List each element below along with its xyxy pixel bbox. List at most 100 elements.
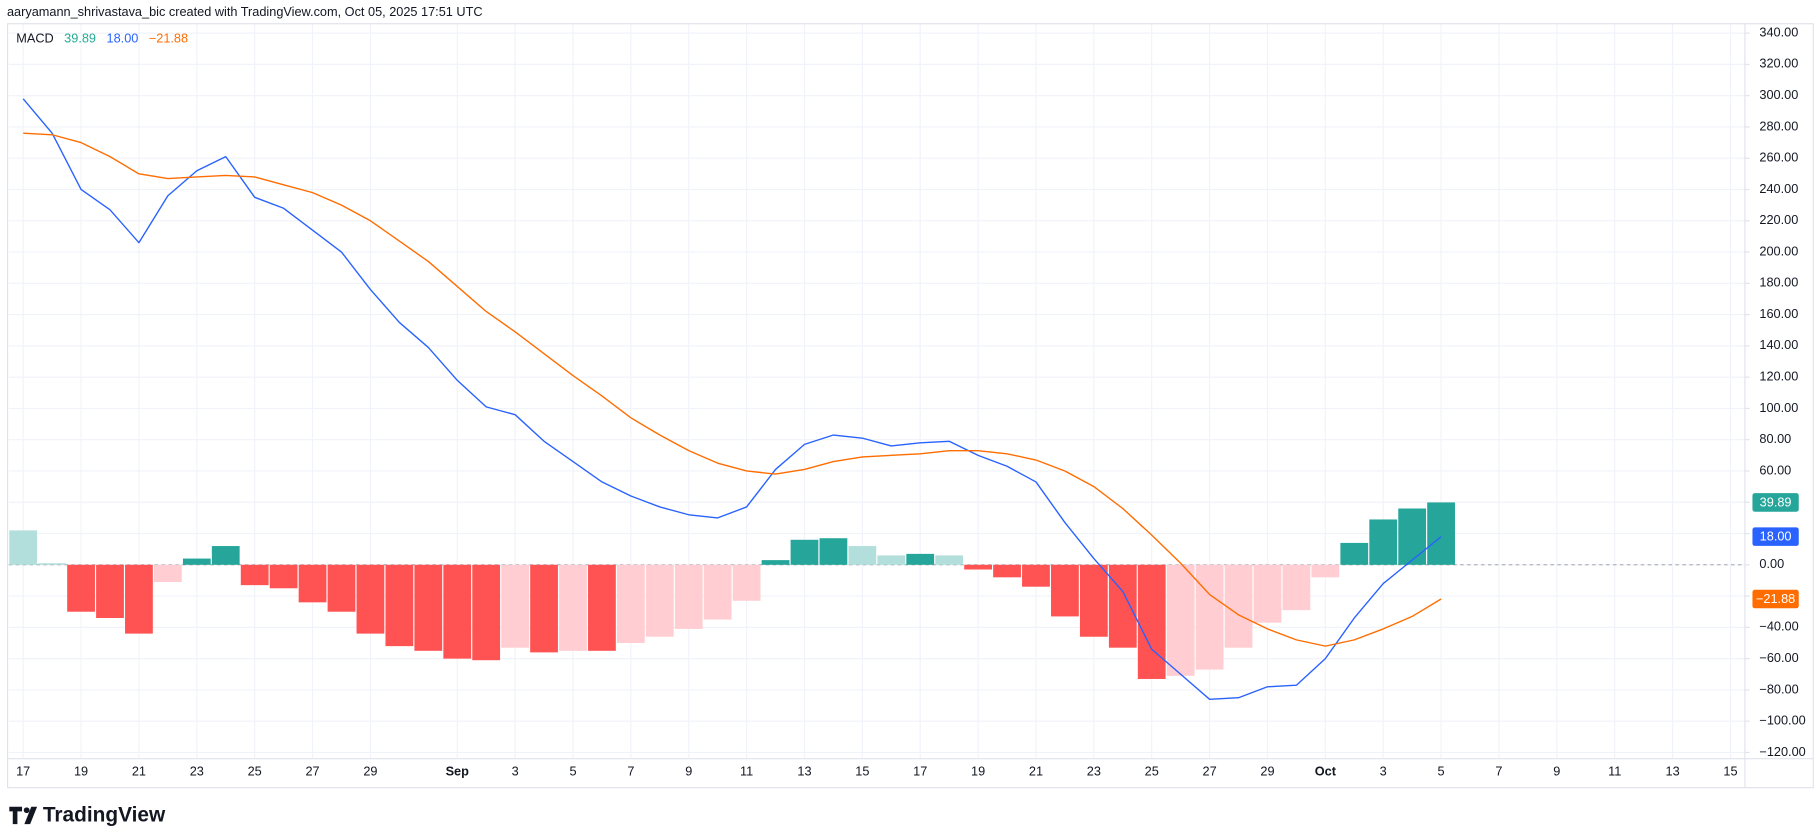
x-tick-label: 13 <box>1666 763 1680 778</box>
legend-value: 18.00 <box>107 31 139 46</box>
x-tick-label: 5 <box>1438 763 1445 778</box>
histogram-bar <box>1311 564 1340 578</box>
logo-icon <box>23 807 30 814</box>
price-label: 39.89 <box>1760 494 1792 509</box>
histogram-bar <box>356 564 385 634</box>
y-tick-label: 320.00 <box>1759 56 1798 71</box>
x-tick-label: 3 <box>512 763 519 778</box>
legend-value: 39.89 <box>64 31 96 46</box>
x-tick-label: 21 <box>1029 763 1043 778</box>
y-tick-label: 340.00 <box>1759 24 1798 39</box>
price-label-box <box>1752 493 1799 512</box>
x-tick-label: 23 <box>1087 763 1101 778</box>
histogram-bar <box>1340 542 1369 565</box>
histogram-bar <box>645 564 674 637</box>
x-tick-label: 25 <box>248 763 262 778</box>
x-tick-label: 23 <box>190 763 204 778</box>
y-tick-label: 260.00 <box>1759 150 1798 165</box>
histogram-bar <box>616 564 645 643</box>
histogram-bar <box>530 564 558 653</box>
histogram-bar <box>9 530 38 565</box>
x-tick-label: 19 <box>971 763 985 778</box>
axes: −120.00−100.00−80.00−60.00−40.00−20.000.… <box>6 23 1814 789</box>
legend-title: MACD <box>16 31 53 46</box>
histogram-bar <box>269 564 298 589</box>
price-label: −21.88 <box>1756 591 1795 606</box>
y-tick-label: 60.00 <box>1759 462 1791 477</box>
x-tick-label: 25 <box>1145 763 1159 778</box>
x-tick-label: 3 <box>1380 763 1387 778</box>
x-tick-label: 19 <box>74 763 88 778</box>
histogram-bar <box>414 564 443 651</box>
y-tick-label: 160.00 <box>1759 306 1798 321</box>
x-tick-label: 9 <box>1553 763 1560 778</box>
y-tick-label: −80.00 <box>1759 681 1798 696</box>
histogram-bar <box>443 564 472 659</box>
y-tick-label: 100.00 <box>1759 400 1798 415</box>
x-tick-label: 11 <box>740 763 753 778</box>
histogram-bar <box>674 564 703 629</box>
histogram-bar <box>1166 564 1195 676</box>
histogram-bar <box>1137 564 1166 679</box>
histogram-bar <box>125 564 153 634</box>
x-tick-label: 7 <box>627 763 634 778</box>
x-tick-label: 17 <box>16 763 30 778</box>
price-label-box <box>1752 589 1799 609</box>
histogram-bar <box>761 560 790 565</box>
histogram-bar <box>703 564 732 620</box>
x-tick-label: 13 <box>797 763 811 778</box>
histogram-bar <box>211 546 240 565</box>
histogram-bar <box>588 564 616 651</box>
histogram-bar <box>472 564 501 661</box>
y-tick-label: −40.00 <box>1759 619 1798 634</box>
x-tick-label: 15 <box>1723 763 1737 778</box>
y-tick-label: 0.00 <box>1759 556 1784 571</box>
x-tick-label: 7 <box>1495 763 1502 778</box>
histogram-bar <box>1282 564 1311 611</box>
price-label: 18.00 <box>1760 529 1792 544</box>
price-label-box <box>1752 527 1799 546</box>
histogram-bar <box>1369 519 1398 565</box>
x-tick-label: 29 <box>1260 763 1274 778</box>
histogram-bar <box>935 555 964 565</box>
logo-text: TradingView <box>43 804 166 827</box>
histogram-bar <box>1051 564 1079 617</box>
x-tick-label: 21 <box>132 763 146 778</box>
histogram-bar <box>1398 508 1427 565</box>
histogram-bar <box>964 564 992 570</box>
x-tick-label: 17 <box>913 763 927 778</box>
histogram-bar <box>96 564 124 618</box>
x-tick-label: 11 <box>1608 763 1621 778</box>
x-tick-label: 27 <box>305 763 319 778</box>
histogram-bar <box>327 564 356 612</box>
histogram-bar <box>790 539 819 565</box>
grid <box>8 23 1745 759</box>
x-tick-label: Sep <box>446 763 470 778</box>
logo-icon <box>24 806 38 825</box>
line <box>23 132 1442 647</box>
line <box>22 98 1442 700</box>
histogram-bar <box>385 564 414 647</box>
y-tick-label: −100.00 <box>1759 713 1805 728</box>
histogram-bar <box>993 564 1021 578</box>
y-tick-label: 280.00 <box>1759 118 1798 133</box>
x-tick-label: 29 <box>363 763 377 778</box>
histogram-bar <box>153 564 182 583</box>
x-tick-label: 15 <box>855 763 869 778</box>
plot <box>9 98 1455 700</box>
y-tick-label: 120.00 <box>1759 369 1798 384</box>
histogram-bar <box>298 564 327 603</box>
y-tick-label: −120.00 <box>1759 744 1805 759</box>
y-tick-label: 140.00 <box>1759 337 1798 352</box>
x-tick-label: 9 <box>685 763 692 778</box>
histogram-bar <box>240 564 269 586</box>
histogram-bar <box>1108 564 1137 648</box>
frame <box>6 23 1814 789</box>
histogram-bar <box>38 563 67 565</box>
histogram-bar <box>877 555 906 565</box>
histogram-bar <box>1253 564 1282 623</box>
y-tick-label: 220.00 <box>1759 212 1798 227</box>
histogram-bar <box>1022 564 1050 587</box>
x-tick-label: 5 <box>569 763 576 778</box>
